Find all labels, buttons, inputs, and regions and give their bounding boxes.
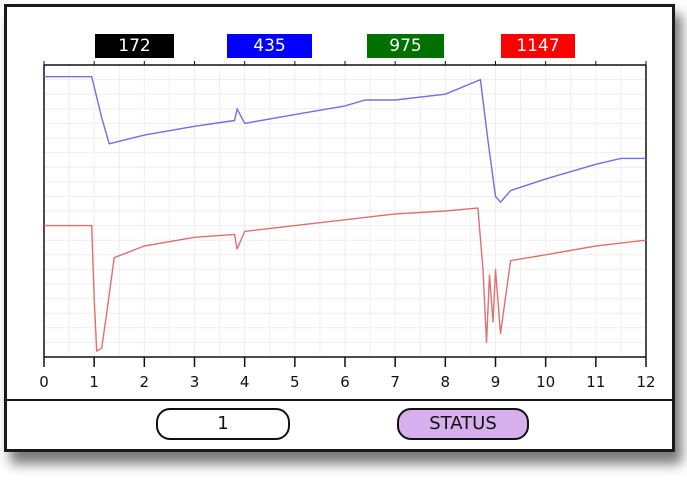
page-number-button[interactable]: 1	[156, 408, 290, 440]
series-line-1	[44, 75, 646, 203]
x-axis-ticks: 0 1 2 3 4 5 6 7 8 9 10 11 12	[39, 61, 656, 391]
x-tick-label: 0	[39, 373, 49, 391]
x-tick-label: 5	[290, 373, 300, 391]
x-tick-label: 1	[89, 373, 99, 391]
readout-red: 1147	[501, 34, 575, 58]
x-tick-label: 8	[441, 373, 451, 391]
readout-green: 975	[367, 34, 444, 58]
x-tick-label: 11	[586, 373, 605, 391]
x-tick-label: 10	[536, 373, 555, 391]
chart-grid	[44, 65, 646, 357]
display-frame	[4, 4, 675, 452]
x-tick-label: 3	[190, 373, 200, 391]
x-tick-label: 12	[636, 373, 655, 391]
x-tick-label: 9	[491, 373, 501, 391]
chart-series	[44, 75, 647, 352]
footer-divider	[7, 399, 675, 401]
readout-black: 172	[95, 34, 174, 58]
series-line-2	[44, 207, 647, 352]
x-tick-label: 2	[140, 373, 150, 391]
status-button[interactable]: STATUS	[397, 408, 529, 440]
x-tick-label: 6	[340, 373, 350, 391]
readout-blue: 435	[227, 34, 312, 58]
x-tick-label: 7	[390, 373, 400, 391]
x-tick-label: 4	[240, 373, 250, 391]
